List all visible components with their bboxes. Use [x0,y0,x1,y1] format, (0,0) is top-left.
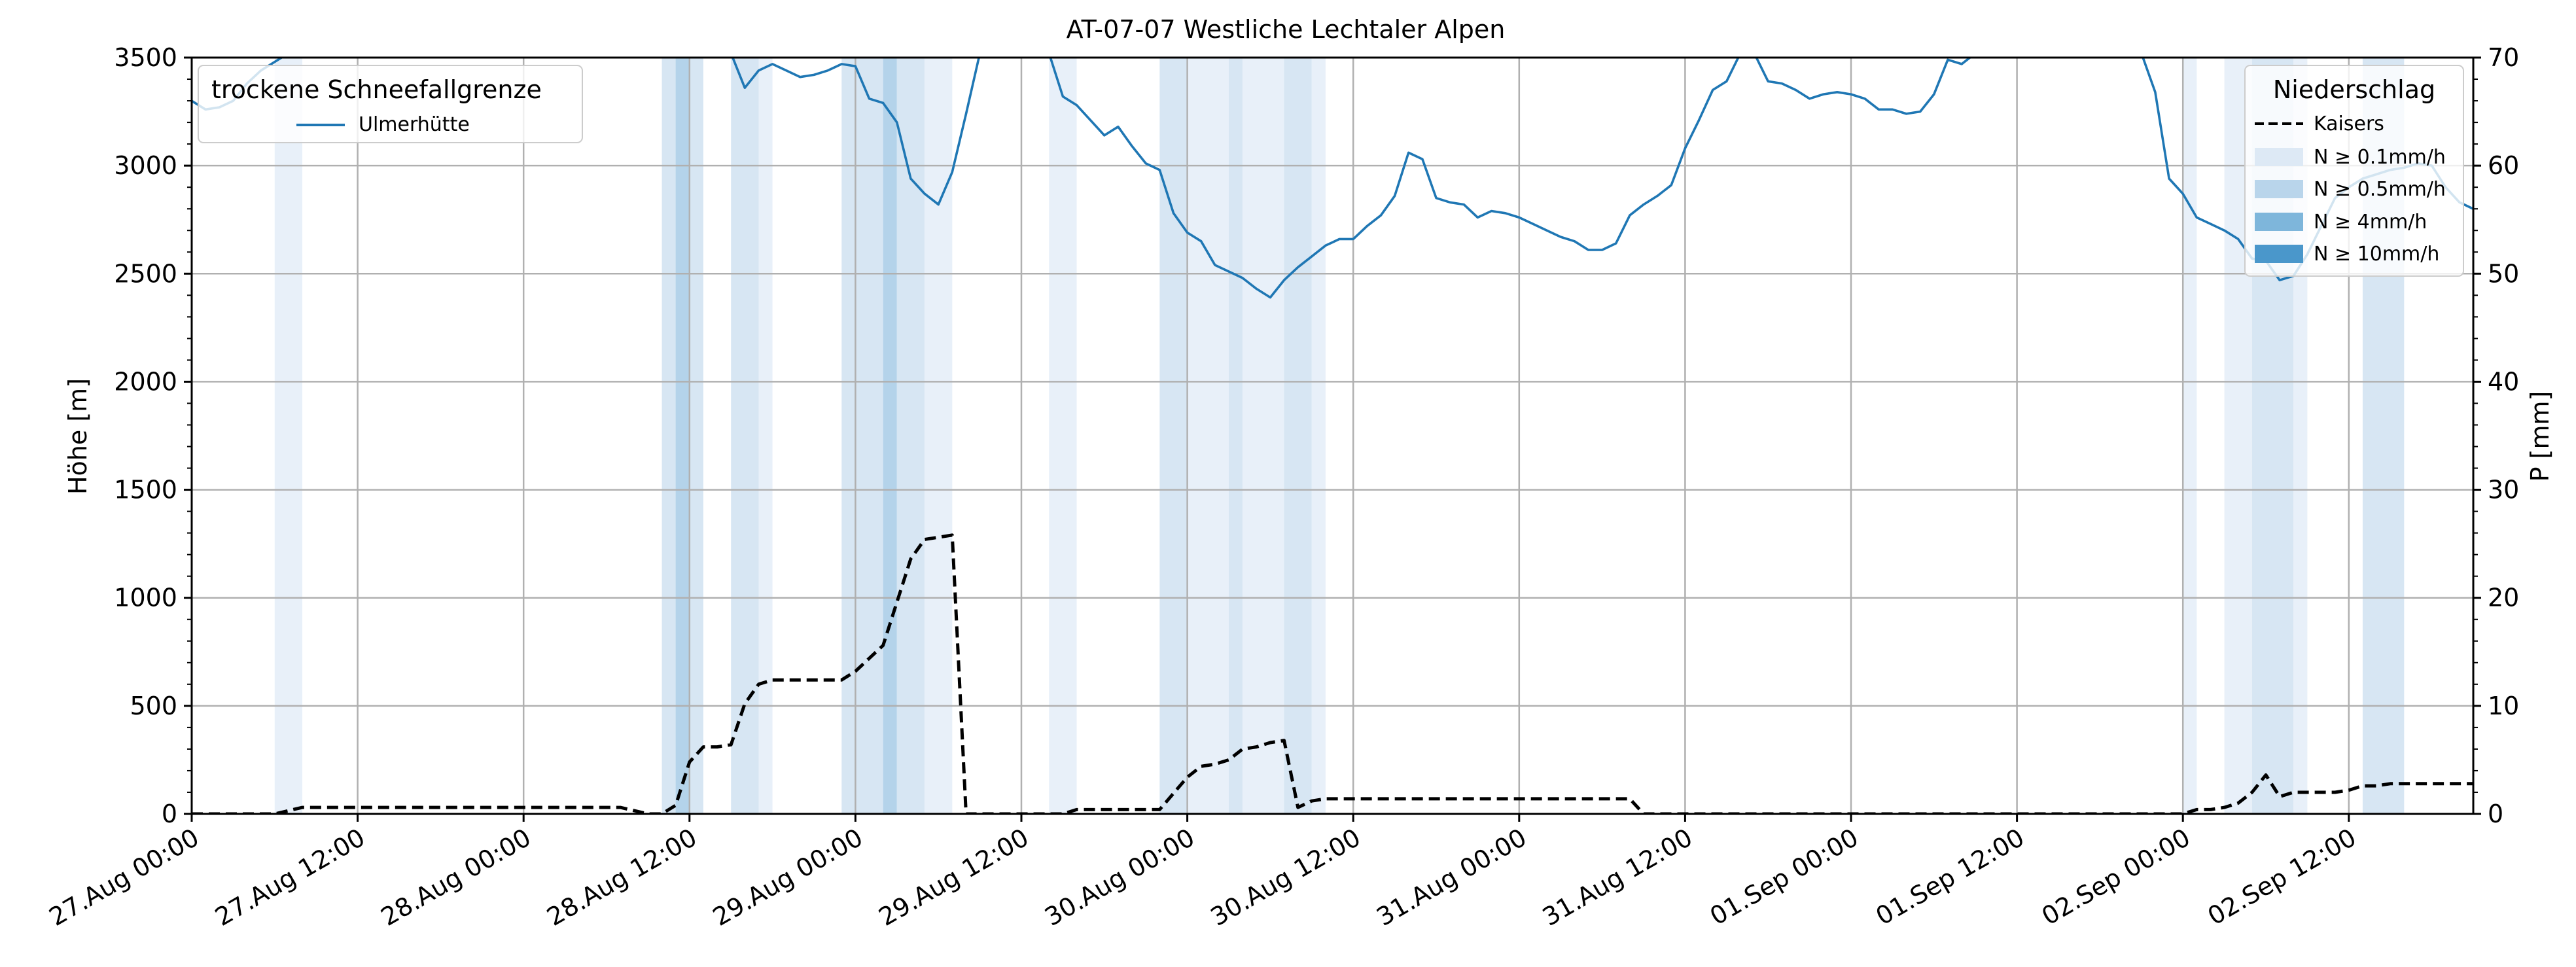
legend-swatch-n01 [2255,148,2303,166]
y-tick-label-left-1: 500 [130,692,177,720]
y-tick-label-right-4: 40 [2488,367,2519,396]
legend-swatch-n4 [2255,213,2303,231]
legend-label-ulmerhuette: Ulmerhütte [359,113,470,136]
series-line-0 [192,58,2473,299]
y-tick-label-right-2: 20 [2488,584,2519,612]
precip-band-7 [883,58,897,814]
axes-frame [190,56,2475,815]
legend-label-n01: N ≥ 0.1mm/h [2314,146,2446,169]
chart-title: AT-07-07 Westliche Lechtaler Alpen [1067,15,1506,44]
precip-band-10 [1049,58,1077,814]
legend-snowline-frame [198,65,583,143]
legend-snowline-title: trockene Schneefallgrenze [211,75,542,104]
legend-label-n05: N ≥ 0.5mm/h [2314,178,2446,201]
precip-band-12 [1187,58,1229,814]
legend-precip: Niederschlag Kaisers N ≥ 0.1mm/h N ≥ 0.5… [2244,65,2464,277]
precip-band-8 [896,58,925,814]
y-tick-label-right-3: 30 [2488,476,2519,504]
precip-band-3 [689,58,703,814]
y-tick-label-left-2: 1000 [114,584,177,612]
legend-precip-title: Niederschlag [2273,75,2435,104]
y-tick-label-left-5: 2500 [114,259,177,288]
precip-band-11 [1159,58,1188,814]
y-tick-label-right-1: 10 [2488,692,2519,720]
precip-band-17 [2183,58,2197,814]
y-tick-label-left-4: 2000 [114,367,177,396]
precip-band-15 [1284,58,1312,814]
precip-band-6 [841,58,883,814]
precip-bands [274,58,2405,814]
precip-band-4 [731,58,759,814]
precip-band-5 [758,58,773,814]
y-tick-label-left-3: 1500 [114,476,177,504]
series [192,58,2473,814]
y-tick-label-right-6: 60 [2488,151,2519,180]
precip-band-9 [925,58,953,814]
legend-label-kaisers: Kaisers [2314,113,2384,135]
precip-band-13 [1229,58,1243,814]
y-tick-label-right-7: 70 [2488,43,2519,72]
series-line-1 [192,533,2473,814]
legend-swatch-n05 [2255,180,2303,198]
precip-band-16 [1311,58,1326,814]
legend-label-n10: N ≥ 10mm/h [2314,243,2439,266]
precip-band-14 [1243,58,1284,814]
y-tick-label-left-0: 0 [162,800,177,828]
y-tick-label-left-7: 3500 [114,43,177,72]
y-tick-label-left-6: 3000 [114,151,177,180]
y-axis-label-right: P [mm] [2526,391,2554,482]
precip-band-2 [675,58,690,814]
legend-swatch-n10 [2255,245,2303,263]
y-tick-label-right-5: 50 [2488,259,2519,288]
y-axis-label-left: Höhe [m] [63,378,92,495]
precip-band-0 [274,58,303,814]
legend-label-n4: N ≥ 4mm/h [2314,211,2427,234]
legend-snowline: trockene Schneefallgrenze Ulmerhütte [198,65,583,143]
axes-border [190,56,2475,815]
y-tick-label-right-0: 0 [2488,800,2503,828]
